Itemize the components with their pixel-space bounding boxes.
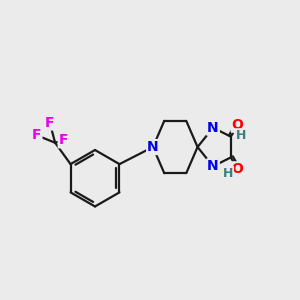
Text: F: F [45, 116, 55, 130]
Text: N: N [207, 159, 219, 173]
Text: N: N [147, 140, 159, 154]
Text: F: F [59, 133, 68, 147]
Text: H: H [236, 129, 246, 142]
Text: F: F [32, 128, 41, 142]
Text: N: N [207, 121, 219, 135]
Text: O: O [232, 118, 244, 132]
Text: H: H [223, 167, 233, 180]
Text: O: O [232, 162, 244, 176]
